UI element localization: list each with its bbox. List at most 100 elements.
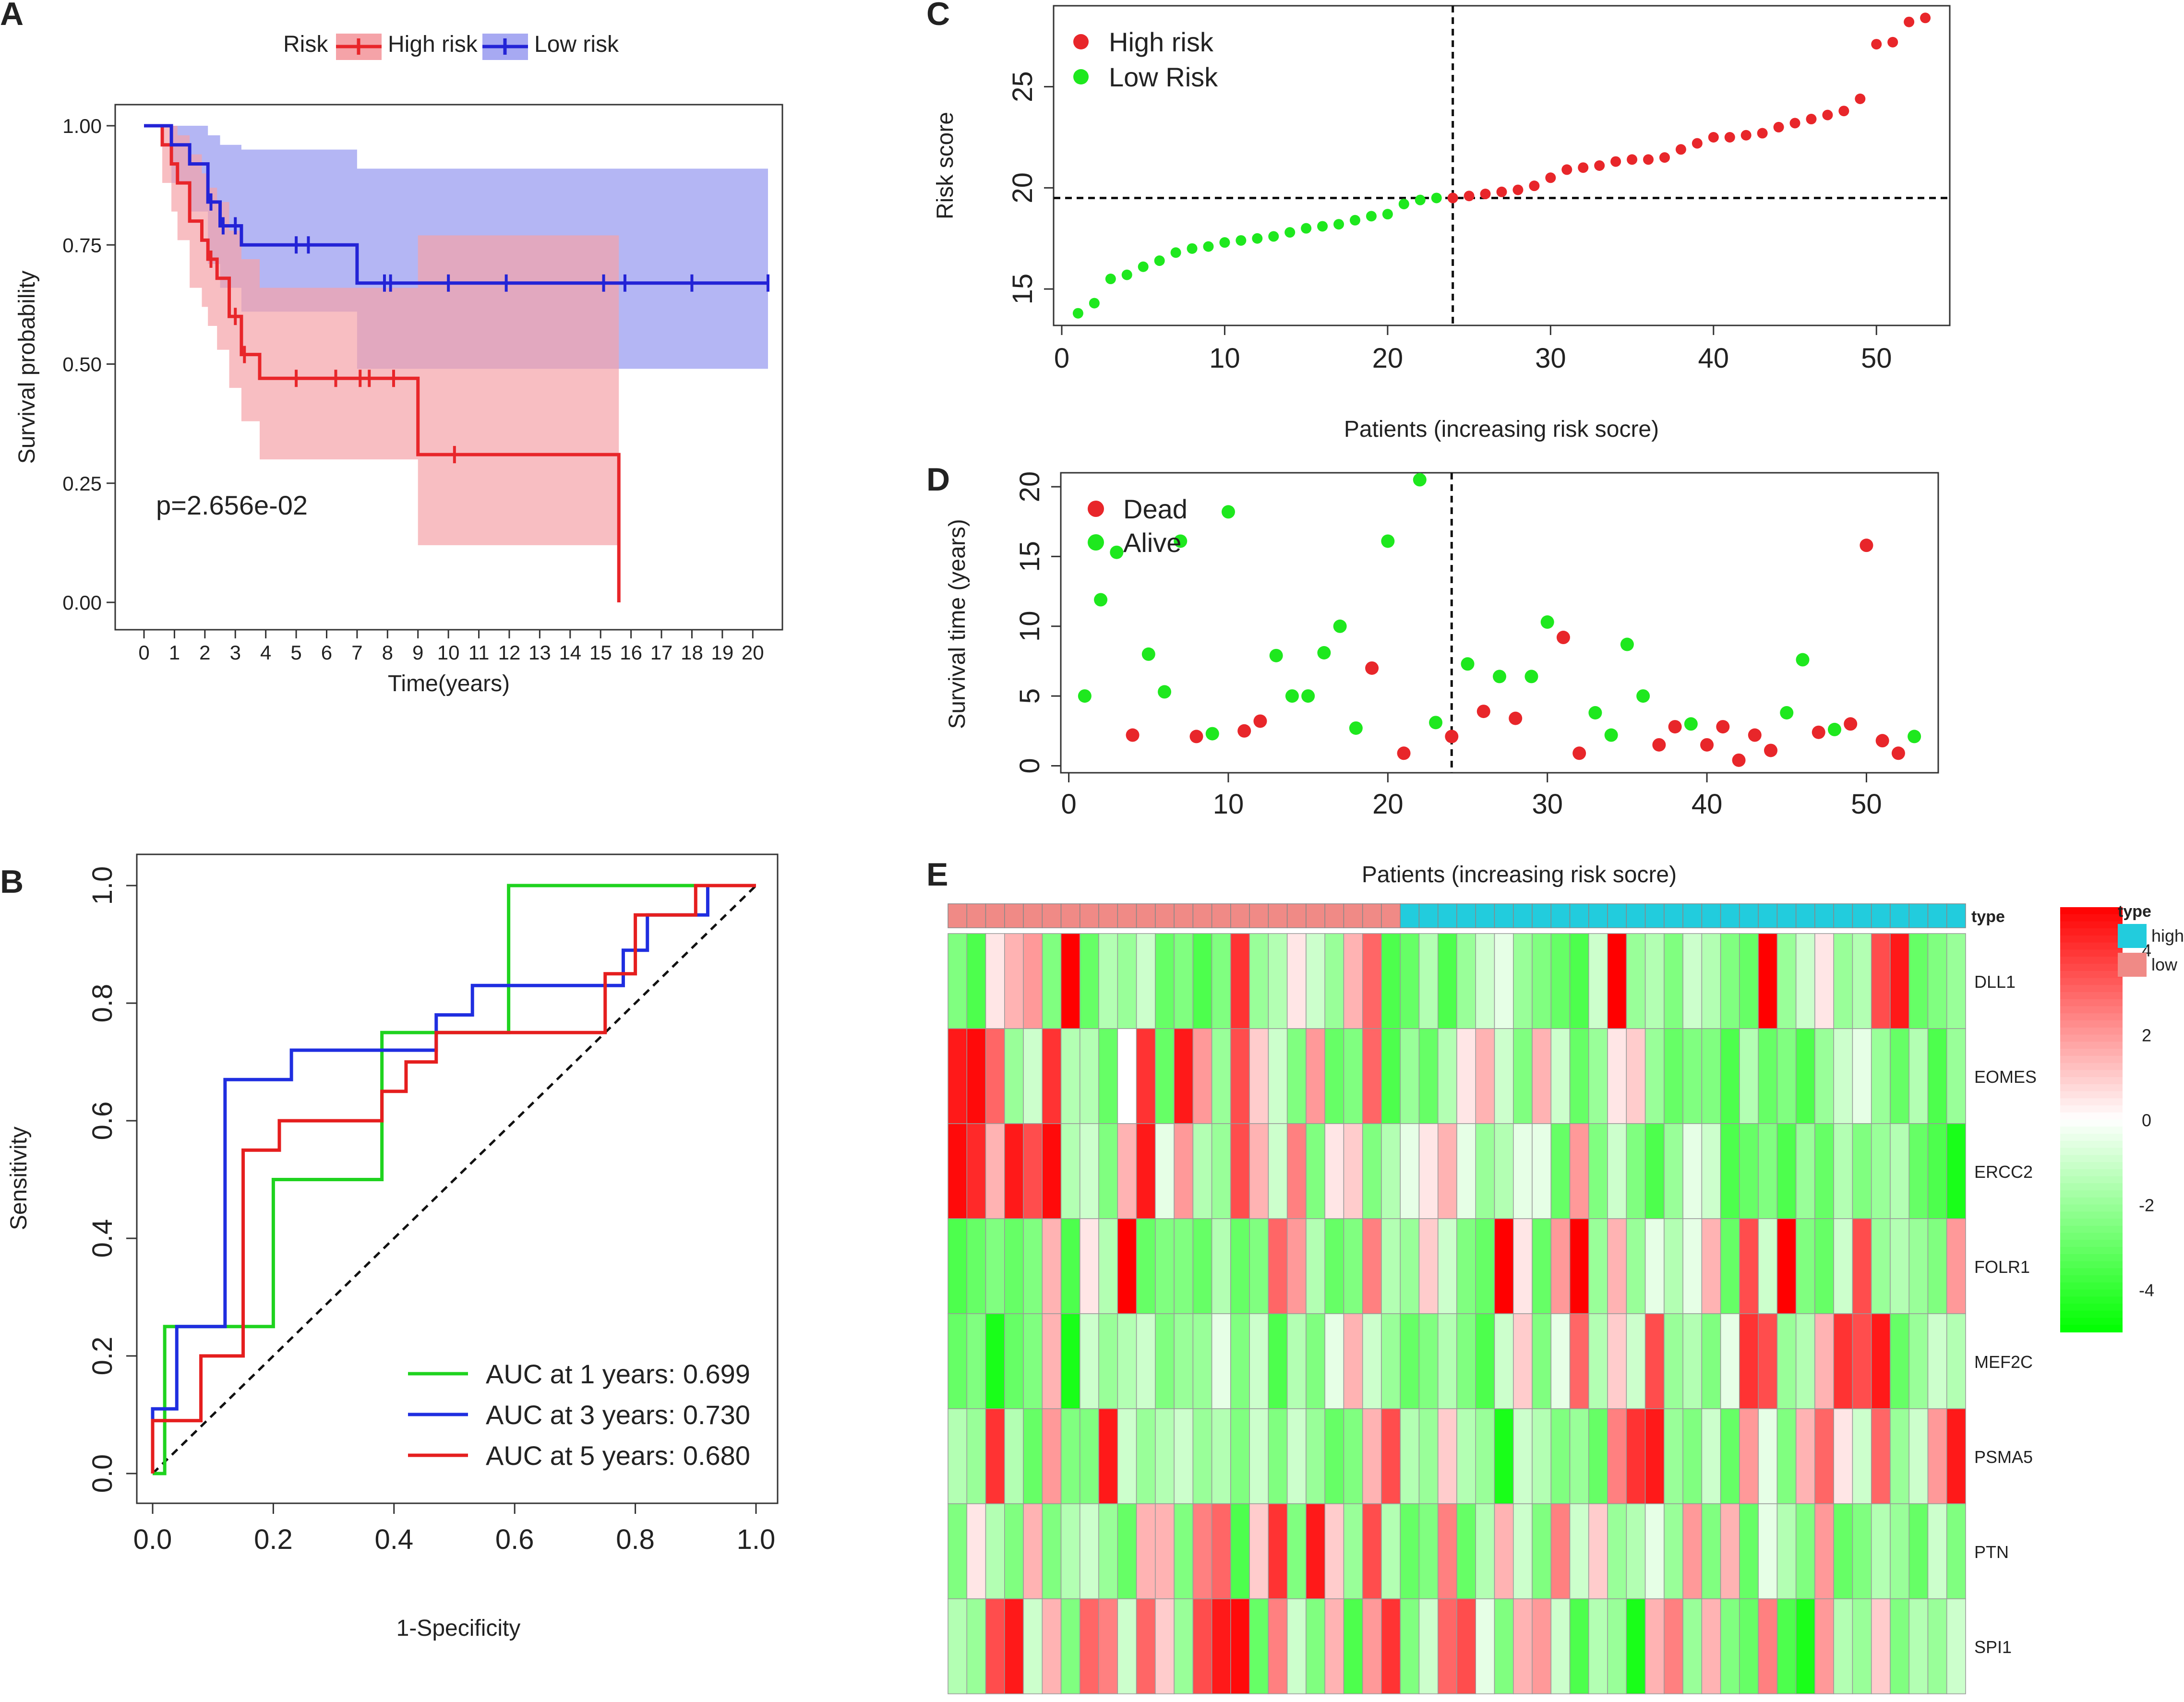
point-high (1643, 154, 1654, 165)
point-alive (1349, 721, 1363, 735)
y-tick-label: 0.0 (87, 1454, 118, 1493)
point-high (1692, 138, 1703, 149)
heatmap-cell (1174, 1218, 1194, 1314)
type-cell-low (966, 903, 986, 928)
heatmap-cell (1192, 1123, 1212, 1219)
type-cell-high (1626, 903, 1646, 928)
point-dead (1189, 730, 1203, 743)
heatmap-cell (1644, 1123, 1665, 1219)
x-tick-label: 2 (199, 641, 210, 664)
heatmap-cell (1286, 1218, 1307, 1314)
heatmap-cell (1286, 1123, 1307, 1219)
heatmap-cell (1004, 1503, 1024, 1599)
heatmap-cell (1626, 1028, 1646, 1124)
heatmap-cell (1852, 1313, 1872, 1409)
heatmap-cell (1155, 1598, 1175, 1694)
legend-label: low (2151, 955, 2178, 974)
heatmap-cell (1569, 1313, 1589, 1409)
heatmap-cell (1362, 1503, 1382, 1599)
heatmap-cell (1833, 1598, 1853, 1694)
heatmap-cell (1400, 1598, 1420, 1694)
heatmap-cell (1080, 1313, 1099, 1409)
type-cell-high (1400, 903, 1420, 928)
heatmap-cell (1890, 933, 1909, 1029)
heatmap-cell (1098, 1028, 1118, 1124)
heatmap-cell (1475, 1028, 1495, 1124)
point-dead (1652, 738, 1666, 752)
heatmap-cell (1060, 1123, 1080, 1219)
heatmap-cell (1136, 1218, 1156, 1314)
x-tick-label: 0.8 (616, 1524, 655, 1555)
heatmap-cell (1023, 1598, 1043, 1694)
type-cell-low (1306, 903, 1325, 928)
heatmap-cell (1739, 1313, 1759, 1409)
heatmap-cell (1569, 1503, 1589, 1599)
heatmap-cell (1174, 1123, 1194, 1219)
type-cell-high (1927, 903, 1947, 928)
x-axis-title: Patients (increasing risk socre) (1344, 417, 1659, 442)
heatmap-cell (1569, 1598, 1589, 1694)
heatmap-cell (1908, 1028, 1929, 1124)
point-high (1610, 156, 1621, 167)
y-tick-label: 0 (1014, 758, 1045, 773)
heatmap-cell (1136, 1408, 1156, 1504)
heatmap-cell (1927, 1313, 1947, 1409)
point-high (1887, 36, 1898, 48)
scale-step (2060, 1169, 2123, 1177)
point-alive (1780, 706, 1794, 719)
heatmap-cell (1607, 1598, 1627, 1694)
x-tick-label: 40 (1692, 789, 1723, 820)
survival-time-scatter: 0 10 20 30 40 50 0 5 10 15 20 Patients (increasing … (945, 471, 1939, 887)
x-tick-label: 18 (681, 641, 703, 664)
point-alive (1110, 545, 1124, 559)
heatmap-cell (1249, 933, 1269, 1029)
scale-step (2060, 949, 2123, 958)
legend-key-low (2118, 953, 2147, 977)
scale-step (2060, 1020, 2123, 1028)
point-dead (1700, 738, 1714, 752)
heatmap-cell (1532, 1218, 1552, 1314)
heatmap-cell (1626, 1313, 1646, 1409)
heatmap-cell (1268, 933, 1288, 1029)
heatmap-cell (1720, 1123, 1740, 1219)
heatmap-cell (1230, 1408, 1250, 1504)
scale-step (2060, 1225, 2123, 1234)
x-tick-label: 30 (1532, 789, 1563, 820)
x-tick-label: 14 (559, 641, 581, 664)
heatmap-cell (1192, 1408, 1212, 1504)
point-alive (1078, 689, 1092, 703)
heatmap-cell (1664, 1503, 1683, 1599)
heatmap-cell (1946, 1123, 1966, 1219)
point-dead (1732, 753, 1746, 767)
heatmap-cell (1230, 1598, 1250, 1694)
type-cell-low (1362, 903, 1382, 928)
type-row-label: type (1971, 908, 2005, 926)
heatmap-cell (1513, 1503, 1533, 1599)
heatmap-cell (1475, 1313, 1495, 1409)
diagonal-reference (152, 885, 757, 1474)
heatmap-cell (1664, 1028, 1683, 1124)
point-high (1806, 114, 1817, 125)
row-label: DLL1 (1974, 972, 2016, 992)
point-high (1480, 189, 1491, 200)
heatmap-cell (1418, 1123, 1439, 1219)
heatmap-cell (1532, 1408, 1552, 1504)
point-high (1871, 39, 1882, 50)
point-high (1529, 180, 1540, 192)
heatmap-cell (1362, 1123, 1382, 1219)
scale-step (2060, 1162, 2123, 1170)
point-alive (1381, 534, 1395, 548)
heatmap-cell (1211, 1408, 1231, 1504)
heatmap-cell (1588, 1313, 1608, 1409)
heatmap-cell (1400, 1028, 1420, 1124)
km-curve-high (144, 124, 621, 602)
heatmap-cell (1023, 1028, 1043, 1124)
point-high (1724, 132, 1735, 143)
row-label: MEF2C (1974, 1352, 2033, 1372)
heatmap-cell (1437, 1218, 1457, 1314)
heatmap-cell (1343, 1123, 1363, 1219)
heatmap-cell (1513, 1408, 1533, 1504)
heatmap-cell (1042, 1598, 1062, 1694)
x-tick-label: 10 (1209, 343, 1240, 374)
point-dead (1875, 734, 1889, 748)
